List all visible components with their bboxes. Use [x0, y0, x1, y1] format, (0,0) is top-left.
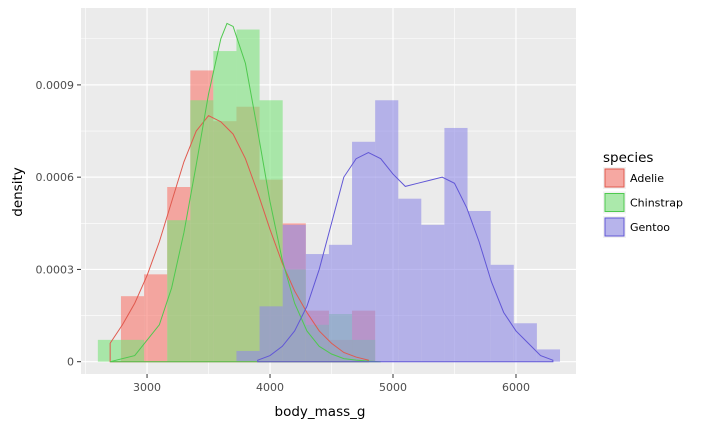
bar-gentoo [375, 100, 399, 362]
bar-chinstrap [120, 339, 145, 362]
bar-chinstrap [213, 51, 237, 362]
density-curves [109, 22, 554, 363]
bar-gentoo [467, 210, 491, 362]
y-tick-label: 0.0006 [36, 171, 75, 184]
histogram-bars [97, 29, 561, 362]
y-tick-label: 0.0009 [36, 79, 75, 92]
legend-item-chinstrap: Chinstrap [603, 191, 683, 214]
bar-gentoo [352, 141, 376, 362]
legend-label: Gentoo [630, 221, 670, 234]
legend: species Adelie Chinstrap Gentoo [603, 150, 683, 238]
x-tick-label: 4000 [256, 381, 284, 394]
legend-swatch [604, 217, 625, 237]
legend-label: Chinstrap [630, 197, 683, 210]
bar-gentoo [444, 127, 468, 362]
x-axis-title: body_mass_g [275, 404, 366, 420]
x-tick-label: 6000 [502, 381, 530, 394]
x-tick-label: 3000 [133, 381, 161, 394]
y-tick-label: 0 [67, 356, 74, 369]
density-curve-chinstrap [110, 22, 381, 363]
legend-swatch [604, 193, 625, 212]
legend-swatch [604, 168, 625, 188]
bar-gentoo [328, 244, 353, 362]
legend-title: species [603, 150, 653, 166]
bar-gentoo [536, 349, 561, 362]
bar-gentoo [282, 224, 306, 362]
bar-gentoo [513, 323, 537, 362]
bar-gentoo [305, 254, 329, 362]
bar-adelie [144, 274, 168, 362]
density-curve-gentoo [257, 151, 554, 363]
y-axis-title: density [10, 167, 26, 217]
bar-chinstrap [97, 339, 121, 362]
density-curve-adelie [109, 115, 369, 363]
bar-chinstrap [190, 100, 214, 362]
legend-item-adelie: Adelie [603, 167, 664, 189]
bar-chinstrap [167, 220, 191, 362]
bar-chinstrap [259, 100, 283, 362]
y-tick-label: 0.0003 [36, 263, 75, 276]
bars-gentoo [236, 100, 561, 362]
legend-label: Adelie [630, 172, 664, 185]
bar-gentoo [490, 264, 514, 362]
bar-gentoo [421, 224, 445, 362]
bar-gentoo [236, 350, 260, 362]
bar-gentoo [398, 198, 422, 362]
bar-chinstrap [236, 29, 260, 362]
axes: 3000 4000 5000 6000 0 0.0003 0.0006 0.0009 [36, 79, 530, 394]
x-tick-label: 5000 [379, 381, 407, 394]
bar-gentoo [259, 306, 283, 362]
legend-item-gentoo: Gentoo [603, 216, 670, 238]
